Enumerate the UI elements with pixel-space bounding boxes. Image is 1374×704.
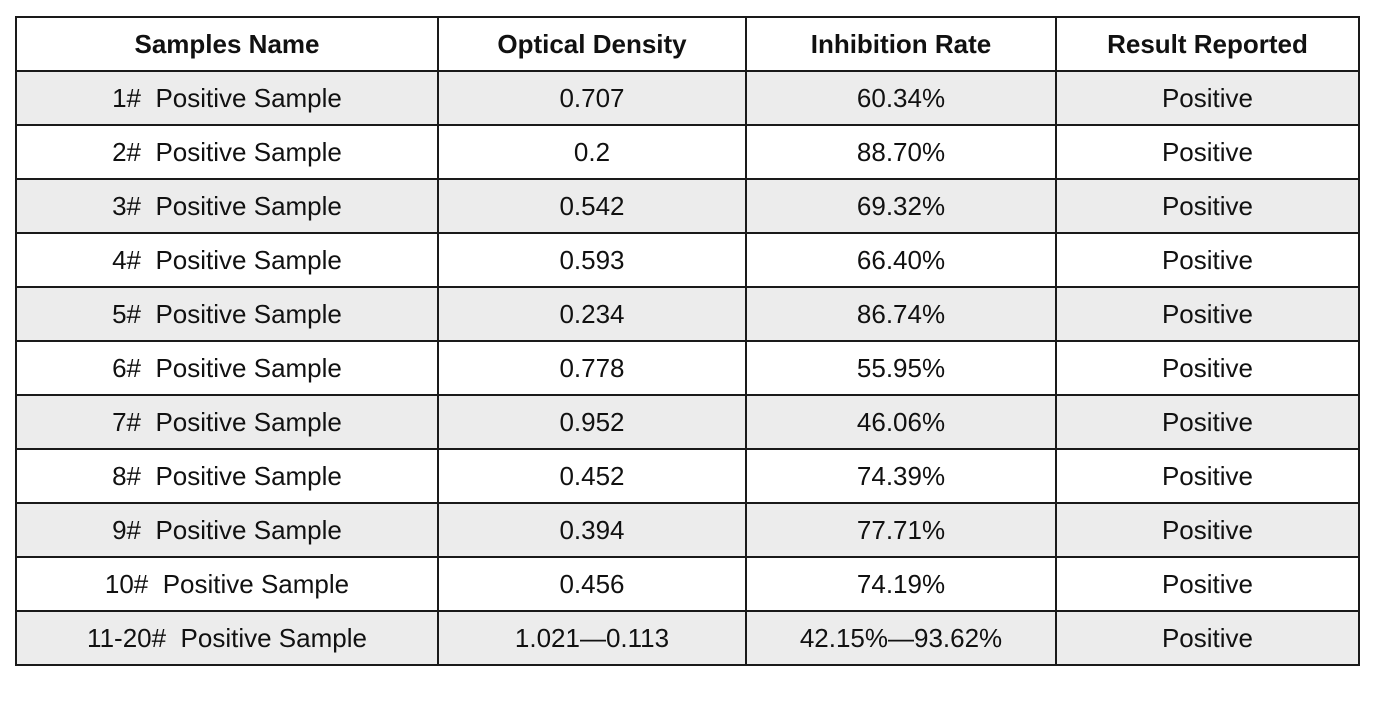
header-optical-density: Optical Density xyxy=(437,16,747,72)
cell-sample-name: 3# Positive Sample xyxy=(15,178,439,234)
cell-result: Positive xyxy=(1055,286,1360,342)
cell-optical-density: 0.456 xyxy=(437,556,747,612)
cell-optical-density: 1.021—0.113 xyxy=(437,610,747,666)
cell-optical-density: 0.707 xyxy=(437,70,747,126)
cell-optical-density: 0.593 xyxy=(437,232,747,288)
table-row: 11-20# Positive Sample 1.021—0.113 42.15… xyxy=(15,610,1360,666)
cell-inhibition-rate: 88.70% xyxy=(745,124,1057,180)
cell-result: Positive xyxy=(1055,448,1360,504)
cell-optical-density: 0.234 xyxy=(437,286,747,342)
cell-result: Positive xyxy=(1055,232,1360,288)
table-row: 1# Positive Sample 0.707 60.34% Positive xyxy=(15,70,1360,126)
cell-result: Positive xyxy=(1055,178,1360,234)
cell-result: Positive xyxy=(1055,502,1360,558)
cell-inhibition-rate: 60.34% xyxy=(745,70,1057,126)
table-row: 4# Positive Sample 0.593 66.40% Positive xyxy=(15,232,1360,288)
header-row: Samples Name Optical Density Inhibition … xyxy=(15,16,1360,72)
cell-sample-name: 5# Positive Sample xyxy=(15,286,439,342)
table-row: 8# Positive Sample 0.452 74.39% Positive xyxy=(15,448,1360,504)
table-row: 5# Positive Sample 0.234 86.74% Positive xyxy=(15,286,1360,342)
cell-sample-name: 8# Positive Sample xyxy=(15,448,439,504)
cell-optical-density: 0.778 xyxy=(437,340,747,396)
cell-inhibition-rate: 69.32% xyxy=(745,178,1057,234)
cell-inhibition-rate: 74.19% xyxy=(745,556,1057,612)
cell-optical-density: 0.452 xyxy=(437,448,747,504)
cell-sample-name: 4# Positive Sample xyxy=(15,232,439,288)
cell-inhibition-rate: 55.95% xyxy=(745,340,1057,396)
cell-optical-density: 0.2 xyxy=(437,124,747,180)
cell-result: Positive xyxy=(1055,124,1360,180)
table-row: 6# Positive Sample 0.778 55.95% Positive xyxy=(15,340,1360,396)
cell-sample-name: 11-20# Positive Sample xyxy=(15,610,439,666)
header-result-reported: Result Reported xyxy=(1055,16,1360,72)
table-row: 2# Positive Sample 0.2 88.70% Positive xyxy=(15,124,1360,180)
cell-inhibition-rate: 77.71% xyxy=(745,502,1057,558)
cell-optical-density: 0.952 xyxy=(437,394,747,450)
cell-result: Positive xyxy=(1055,340,1360,396)
cell-inhibition-rate: 42.15%—93.62% xyxy=(745,610,1057,666)
cell-inhibition-rate: 66.40% xyxy=(745,232,1057,288)
cell-sample-name: 9# Positive Sample xyxy=(15,502,439,558)
cell-inhibition-rate: 46.06% xyxy=(745,394,1057,450)
table-row: 7# Positive Sample 0.952 46.06% Positive xyxy=(15,394,1360,450)
cell-result: Positive xyxy=(1055,556,1360,612)
cell-optical-density: 0.542 xyxy=(437,178,747,234)
results-table: Samples Name Optical Density Inhibition … xyxy=(15,16,1360,666)
cell-sample-name: 6# Positive Sample xyxy=(15,340,439,396)
cell-inhibition-rate: 86.74% xyxy=(745,286,1057,342)
cell-result: Positive xyxy=(1055,70,1360,126)
cell-result: Positive xyxy=(1055,394,1360,450)
table-row: 3# Positive Sample 0.542 69.32% Positive xyxy=(15,178,1360,234)
cell-sample-name: 10# Positive Sample xyxy=(15,556,439,612)
table-row: 10# Positive Sample 0.456 74.19% Positiv… xyxy=(15,556,1360,612)
cell-sample-name: 7# Positive Sample xyxy=(15,394,439,450)
table-row: 9# Positive Sample 0.394 77.71% Positive xyxy=(15,502,1360,558)
header-samples-name: Samples Name xyxy=(15,16,439,72)
cell-sample-name: 1# Positive Sample xyxy=(15,70,439,126)
cell-result: Positive xyxy=(1055,610,1360,666)
cell-sample-name: 2# Positive Sample xyxy=(15,124,439,180)
cell-inhibition-rate: 74.39% xyxy=(745,448,1057,504)
cell-optical-density: 0.394 xyxy=(437,502,747,558)
header-inhibition-rate: Inhibition Rate xyxy=(745,16,1057,72)
